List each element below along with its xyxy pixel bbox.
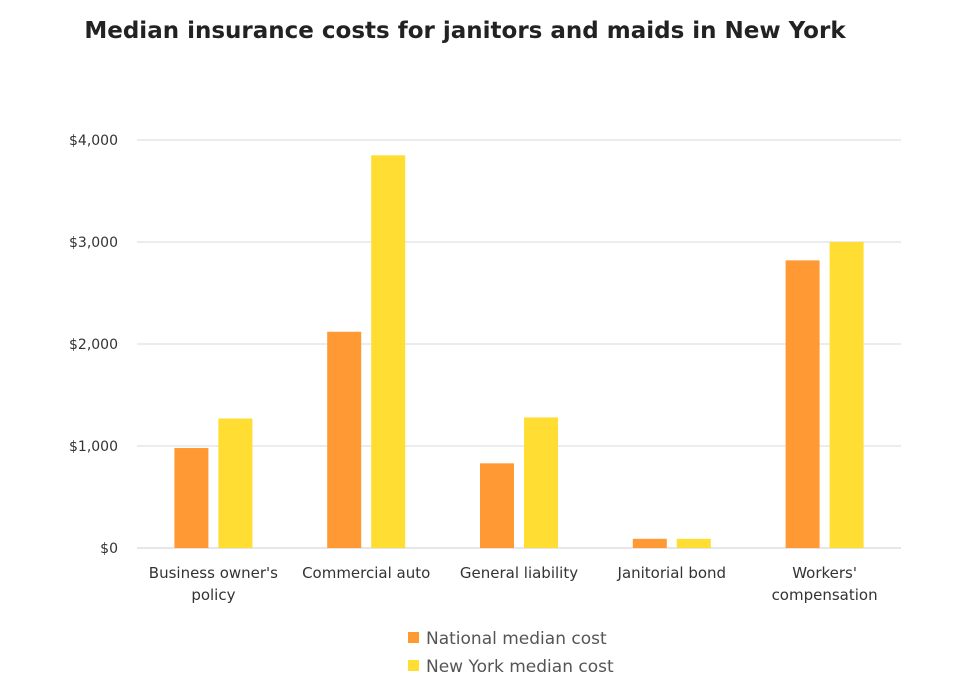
bar-new-york <box>829 242 864 548</box>
legend-label: New York median cost <box>426 657 614 677</box>
x-tick-label: Business owner's policy <box>149 564 278 604</box>
bar-national <box>632 538 667 548</box>
y-tick-label: $3,000 <box>69 235 118 251</box>
y-axis-ticks: $0 $1,000 $2,000 $3,000 $4,000 <box>69 133 118 557</box>
y-tick-label: $0 <box>100 541 118 557</box>
bar-national <box>785 260 820 548</box>
chart-title: Median insurance costs for janitors and … <box>84 18 846 44</box>
bar-national <box>327 331 362 548</box>
x-tick-label: Workers' compensation <box>772 564 878 604</box>
y-tick-label: $1,000 <box>69 439 118 455</box>
legend-label: National median cost <box>426 629 607 649</box>
bar-new-york <box>676 538 711 548</box>
legend-swatch <box>408 660 419 671</box>
bars <box>174 155 864 549</box>
bar-new-york <box>524 417 558 548</box>
y-tick-label: $2,000 <box>69 337 118 353</box>
x-tick-label: Commercial auto <box>302 564 430 582</box>
y-tick-label: $4,000 <box>69 133 118 149</box>
bar-national <box>174 448 209 548</box>
bar-new-york <box>371 155 406 549</box>
gridlines <box>137 139 901 549</box>
x-tick-label: General liability <box>460 564 578 582</box>
x-axis-labels: Business owner's policy Commercial auto Gen… <box>149 564 878 604</box>
legend: National median cost New York median cost <box>408 629 614 677</box>
bar-new-york <box>218 418 253 548</box>
legend-swatch <box>408 632 419 643</box>
x-tick-label: Janitorial bond <box>617 564 727 582</box>
bar-national <box>480 463 514 548</box>
